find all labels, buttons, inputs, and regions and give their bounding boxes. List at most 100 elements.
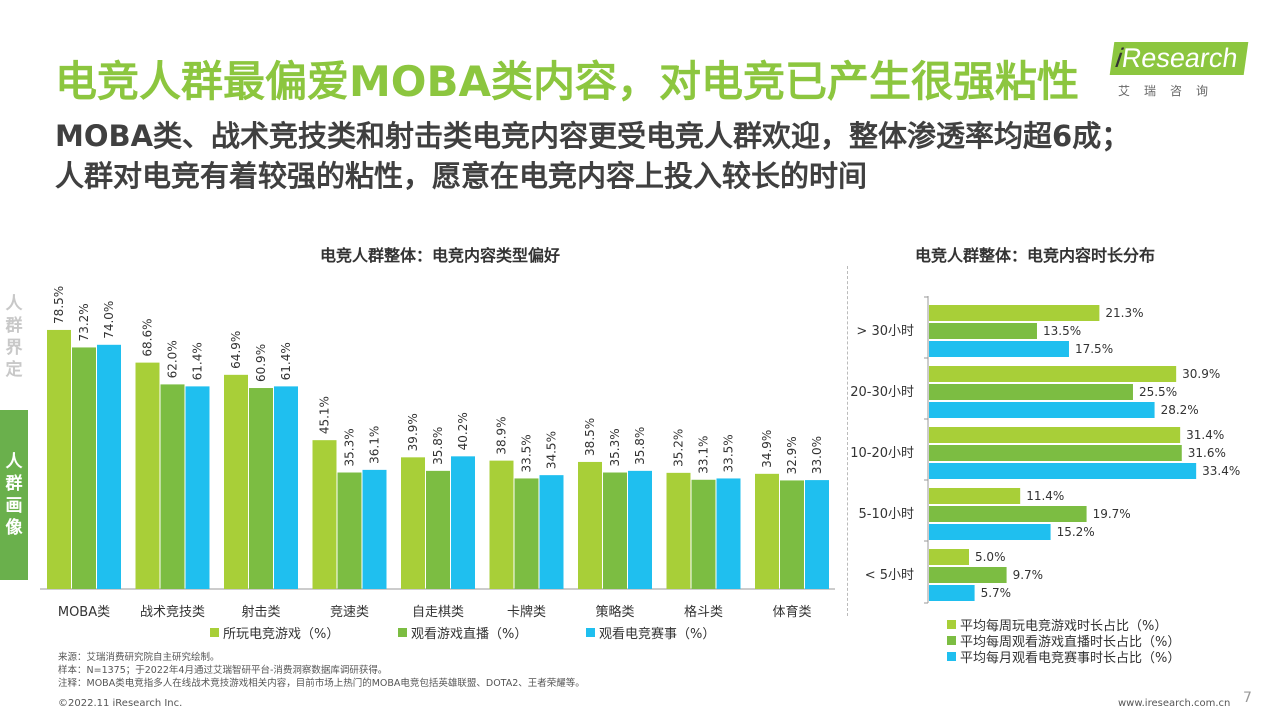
bar-value-label: 31.6% <box>1188 446 1226 460</box>
note-annotation: 注释：MOBA类电竞指多人在线战术竞技游戏相关内容，目前市场上热门的MOBA电竞… <box>58 678 585 689</box>
bar <box>160 384 185 589</box>
bar-value-label: 60.9% <box>254 344 268 382</box>
bar <box>224 374 248 589</box>
bar-value-label: 35.8% <box>431 427 445 465</box>
bar-value-label: 33.4% <box>1202 464 1240 478</box>
subtitle-line-1: MOBA类、战术竞技类和射击类电竞内容更受电竞人群欢迎，整体渗透率均超6成； <box>55 119 1131 153</box>
bar-value-label: 38.5% <box>583 418 597 456</box>
bar <box>97 344 121 589</box>
bar-value-label: 32.9% <box>785 436 799 474</box>
bar-value-label: 5.0% <box>975 550 1006 564</box>
bar-value-label: 61.4% <box>191 342 205 380</box>
bar <box>929 341 1069 357</box>
bar <box>929 549 969 565</box>
legend-item-weekly-live: 平均每周观看游戏直播时长占比（%） <box>947 631 1180 650</box>
legend-label-weekly-live: 平均每周观看游戏直播时长占比（%） <box>960 635 1181 650</box>
bar-value-label: 35.8% <box>633 427 647 465</box>
bar-value-label: 62.0% <box>166 340 180 378</box>
bar <box>929 305 1100 321</box>
bar-value-label: 78.5% <box>52 286 66 324</box>
bar-value-label: 36.1% <box>368 426 382 464</box>
copyright: ©2022.11 iResearch Inc. <box>58 698 183 709</box>
legend-item-weekly-play: 平均每周玩电竞游戏时长占比（%） <box>947 615 1167 634</box>
side-tab-top-char: 定 <box>5 360 23 380</box>
content-preference-bar-chart: 78.5% 73.2% 74.0% MOBA类 68.6% 62.0% 61.4% 战术竞技类… <box>40 286 835 620</box>
note-source: 来源：艾瑞消费研究院自主研究绘制。 <box>58 652 220 663</box>
bar-value-label: 33.5% <box>722 434 736 472</box>
bar <box>135 362 160 589</box>
bar <box>185 386 210 589</box>
legend-label-live: 观看游戏直播（%） <box>411 627 528 642</box>
side-tab-bottom-char: 群 <box>5 474 23 494</box>
logo-subtitle: 艾瑞咨询 <box>1118 84 1223 98</box>
bar <box>691 479 716 589</box>
category-label: 战术竞技类 <box>140 604 205 620</box>
bar-value-label: 33.0% <box>810 436 824 474</box>
bar <box>666 472 691 589</box>
side-tab-top-char: 群 <box>5 316 23 336</box>
chart-left-title: 电竞人群整体：电竞内容类型偏好 <box>320 246 561 265</box>
bar-value-label: 45.1% <box>318 396 332 434</box>
bar <box>249 388 273 589</box>
legend-swatch-weekly-play <box>947 620 956 629</box>
bar-value-label: 40.2% <box>456 412 470 450</box>
bar-value-label: 11.4% <box>1026 489 1064 503</box>
bar-value-label: 13.5% <box>1043 324 1081 338</box>
bar <box>929 366 1177 382</box>
bar <box>539 475 564 589</box>
bar <box>514 478 539 589</box>
legend-item-match: 观看电竞赛事（%） <box>586 623 715 642</box>
bar-value-label: 17.5% <box>1075 342 1113 356</box>
bar-value-label: 61.4% <box>279 342 293 380</box>
side-tab-audience-portrait[interactable]: 人群画像 <box>0 410 28 580</box>
bar-value-label: 19.7% <box>1093 507 1131 521</box>
side-tab-audience-definition[interactable]: 人群界定 <box>0 282 28 392</box>
category-label: 竞速类 <box>330 604 369 620</box>
legend-swatch-played <box>210 628 219 637</box>
bar <box>805 480 829 589</box>
bar-value-label: 34.9% <box>760 430 774 468</box>
category-label: 20-30小时 <box>850 385 914 400</box>
bar-value-label: 5.7% <box>981 586 1012 600</box>
bar-value-label: 34.5% <box>545 431 559 469</box>
category-label: < 5小时 <box>865 568 914 583</box>
bar-value-label: 35.2% <box>672 429 686 467</box>
bar <box>929 402 1155 418</box>
legend-swatch-live <box>398 628 407 637</box>
bar-value-label: 9.7% <box>1013 568 1044 582</box>
bar <box>489 460 514 589</box>
iresearch-logo: iResearch 艾瑞咨询 <box>1109 40 1248 100</box>
legend-item-live: 观看游戏直播（%） <box>398 623 527 642</box>
bar <box>401 457 425 589</box>
bar <box>578 461 602 589</box>
bar-value-label: 39.9% <box>406 413 420 451</box>
category-label: 自走棋类 <box>412 605 464 620</box>
side-tab-bottom-char: 像 <box>5 518 23 538</box>
website-url: www.iresearch.com.cn <box>1118 698 1231 709</box>
content-duration-bar-chart: 21.3% 13.5% 17.5% > 30小时 30.9% 25.5% 28.2% 20-3… <box>850 296 1240 604</box>
legend-label-weekly-play: 平均每周玩电竞游戏时长占比（%） <box>960 619 1168 634</box>
page-subtitle: MOBA类、战术竞技类和射击类电竞内容更受电竞人群欢迎，整体渗透率均超6成； 人… <box>55 116 1130 196</box>
legend-swatch-monthly-match <box>947 652 956 661</box>
legend-swatch-weekly-live <box>947 636 956 645</box>
category-label: 策略类 <box>595 604 634 620</box>
bar-value-label: 33.1% <box>697 436 711 474</box>
side-tab-bottom-char: 画 <box>5 496 23 516</box>
bar <box>362 469 387 589</box>
bar <box>628 470 652 589</box>
bar <box>929 524 1051 540</box>
chart-divider <box>847 266 848 616</box>
bar-value-label: 38.9% <box>495 417 509 455</box>
bar <box>755 473 779 589</box>
bar <box>929 463 1197 479</box>
bar-value-label: 64.9% <box>229 331 243 369</box>
bar <box>929 384 1133 400</box>
bar-value-label: 28.2% <box>1161 403 1199 417</box>
bar <box>274 386 298 589</box>
subtitle-line-2: 人群对电竞有着较强的粘性，愿意在电竞内容上投入较长的时间 <box>55 159 868 193</box>
bar-value-label: 33.5% <box>520 434 534 472</box>
bar <box>929 488 1021 504</box>
side-tab-bottom-char: 人 <box>5 452 23 472</box>
legend-label-played: 所玩电竞游戏（%） <box>223 627 340 642</box>
category-label: 格斗类 <box>684 604 723 620</box>
